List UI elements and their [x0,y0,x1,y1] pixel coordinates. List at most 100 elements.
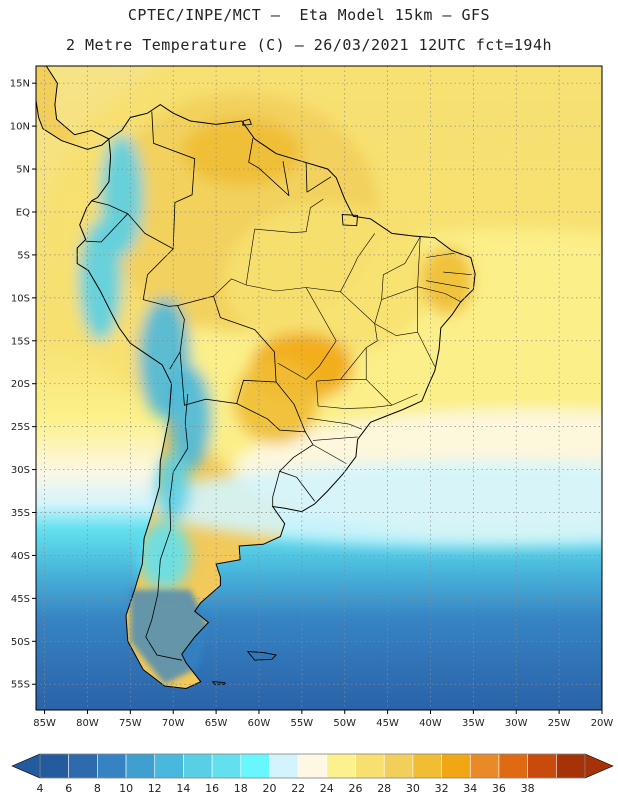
country-border-9 [236,381,306,433]
lon-tick-label: 25W [548,718,571,729]
lat-tick-label: 45S [11,594,30,605]
colorbar-swatch-16 [498,753,528,779]
island-0 [242,118,252,126]
lat-tick-label: 15N [10,79,30,90]
colorbar-swatch-8 [269,753,299,779]
map-plot-area [36,66,602,710]
lat-tick-label: 5N [16,165,30,176]
island-2 [246,651,278,661]
map-frame [35,65,603,711]
lat-tick-label: 35S [11,508,30,519]
colorbar-label: 26 [349,782,363,795]
lon-tick-label: 65W [205,718,228,729]
coastline [76,103,476,690]
colorbar-swatch-15 [469,753,500,779]
lon-tick-label: 55W [291,718,314,729]
country-border-2 [282,161,290,196]
colorbar-swatch-9 [297,753,328,779]
lon-tick-label: 20W [591,718,614,729]
state-border-3 [277,287,337,380]
colorbar-label: 38 [521,782,535,795]
state-border-13 [306,417,363,430]
country-border-4 [306,176,332,193]
temperature-cell-15 [156,452,191,522]
state-border-16 [426,252,455,258]
lon-tick-label: 85W [33,718,56,729]
country-border-8 [179,351,277,406]
colorbar-swatch-13 [412,753,442,779]
longitude-axis: 85W 80W 75W 70W 65W 60W 55W 50W 45W 40W 35W 30W 25W 2… [33,710,613,729]
colorbar-swatch-6 [211,753,242,779]
colorbar: 4 6 8 10 12 14 16 18 20 22 24 26 28 30 32 34 36 38 [11,753,614,795]
colorbar-swatch-1 [68,753,98,779]
state-border-9 [374,323,418,336]
lon-tick-label: 45W [376,718,399,729]
state-border-4 [316,291,378,382]
colorbar-label: 34 [463,782,477,795]
colorbar-label: 20 [263,782,277,795]
state-border-14 [312,436,358,441]
latitude-axis: 15N 10N 5N EQ 5S 10S 15S 20S 25S 30S 35S 40S 45S 50S 5… [10,79,36,691]
lat-tick-label: 50S [11,637,30,648]
state-border-7 [417,286,462,303]
colorbar-label: 14 [176,782,190,795]
colorbar-swatch-2 [97,753,127,779]
state-border-18 [426,280,470,289]
colorbar-label: 10 [119,782,133,795]
colorbar-outline [39,753,586,779]
colorbar-swatch-12 [383,753,414,779]
state-border-17 [443,271,472,275]
colorbar-low-arrow [11,753,41,779]
lat-tick-label: 5S [17,250,30,261]
colorbar-swatch-0 [39,753,69,779]
colorbar-swatch-5 [183,753,213,779]
temperature-cell-16 [138,521,191,590]
temperature-cell-8 [233,357,319,444]
lon-tick-label: 50W [333,718,356,729]
colorbar-label: 12 [148,782,162,795]
lon-tick-label: 70W [162,718,185,729]
temperature-cell-14 [168,366,212,470]
colorbar-label: 32 [435,782,449,795]
country-border-12 [272,471,280,507]
country-border-10 [145,393,189,661]
temperature-cell-10 [421,246,474,316]
central-america-field [36,66,109,150]
colorbar-high-arrow [584,753,614,779]
lat-tick-label: 40S [11,551,30,562]
colorbar-swatch-7 [240,753,270,779]
lon-tick-label: 60W [248,718,271,729]
colorbar-label: 24 [320,782,334,795]
colorbar-swatch-11 [355,753,385,779]
lat-tick-label: 25S [11,422,30,433]
colorbar-swatch-17 [527,753,557,779]
temperature-cell-12 [78,220,122,341]
colorbar-label: 4 [37,782,44,795]
state-border-1 [213,229,255,297]
lon-tick-label: 80W [76,718,99,729]
colorbar-label: 28 [377,782,391,795]
lon-tick-label: 35W [462,718,485,729]
lat-tick-label: 30S [11,465,30,476]
state-border-15 [312,444,347,464]
temperature-cell-3 [147,460,602,547]
colorbar-label: 8 [94,782,101,795]
colorbar-label: 18 [234,782,248,795]
patagonia-cold-field [130,589,208,685]
lat-tick-label: 10N [10,122,30,133]
country-border-11 [278,431,316,502]
colorbar-swatch-3 [125,753,156,779]
lon-tick-label: 40W [419,718,442,729]
lat-tick-label: 20S [11,379,30,390]
country-border-1 [248,138,290,196]
temperature-cell-11 [100,134,144,255]
lat-tick-label: 10S [11,293,30,304]
title-line-1: CPTEC/INPE/MCT – Eta Model 15km – GFS [127,6,491,24]
colorbar-swatch-14 [441,753,471,779]
island-1 [341,214,359,227]
lat-tick-label: 55S [11,680,30,691]
colorbar-label: 36 [492,782,506,795]
title-line-2: 2 Metre Temperature (C) – 26/03/2021 12U… [65,36,553,54]
colorbar-label: 22 [291,782,305,795]
country-border-3 [305,162,308,193]
